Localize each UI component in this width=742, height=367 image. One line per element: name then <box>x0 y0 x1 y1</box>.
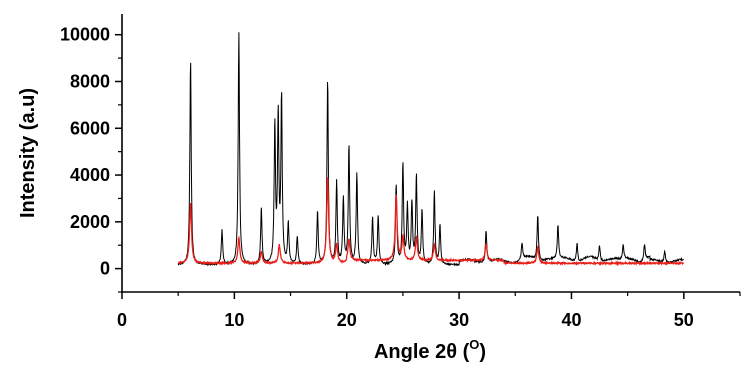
x-tick-label: 0 <box>117 310 127 330</box>
x-tick-label: 10 <box>224 310 244 330</box>
y-tick-label: 8000 <box>70 71 110 91</box>
y-tick-label: 6000 <box>70 118 110 138</box>
series-line-black <box>177 32 684 267</box>
x-axis-title: Angle 2θ (O) <box>374 337 486 363</box>
y-axis-title: Intensity (a.u) <box>17 88 39 218</box>
series-layer <box>177 32 685 267</box>
y-tick-label: 4000 <box>70 165 110 185</box>
y-tick-label: 10000 <box>60 25 110 45</box>
series-line-red <box>177 177 685 267</box>
y-tick-label: 2000 <box>70 212 110 232</box>
x-axis-title-tail: ) <box>479 341 486 363</box>
axes-layer: 0 10 20 30 40 50 0 2000 4000 6000 8000 10000 <box>60 14 741 330</box>
x-tick-label: 40 <box>561 310 581 330</box>
x-axis-title-degree: O <box>469 337 479 352</box>
x-tick-label: 50 <box>674 310 694 330</box>
x-axis-title-main: Angle 2θ ( <box>374 341 470 363</box>
x-tick-label: 20 <box>337 310 357 330</box>
x-tick-label: 30 <box>449 310 469 330</box>
y-tick-label: 0 <box>100 259 110 279</box>
